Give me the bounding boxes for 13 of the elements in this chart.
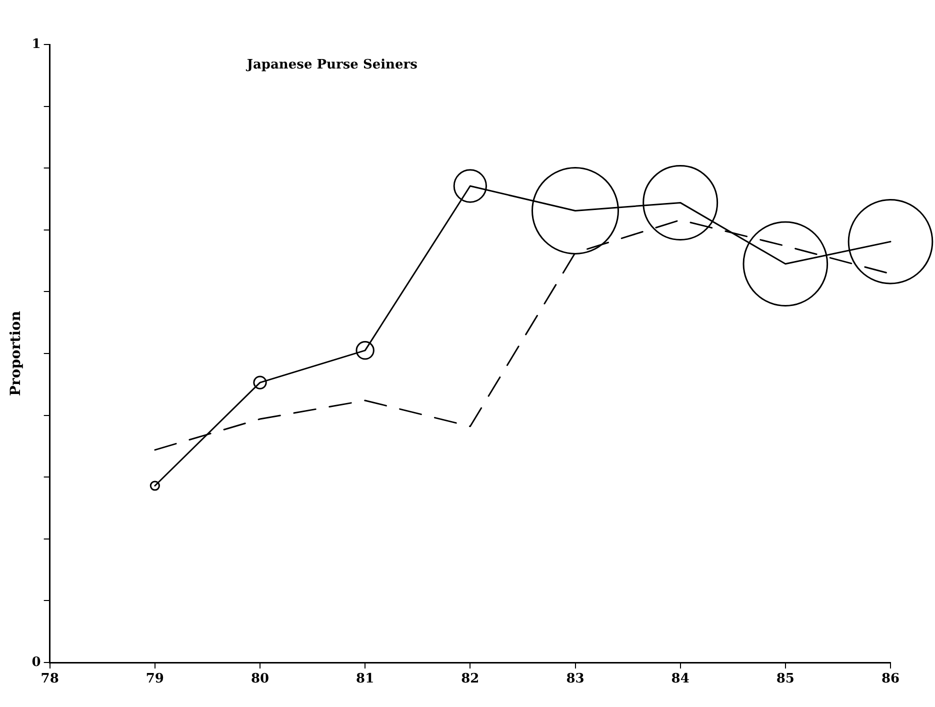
- x-tick-label: 80: [250, 672, 270, 687]
- x-tick-label: 84: [671, 672, 690, 687]
- x-tick-label: 79: [146, 672, 164, 687]
- x-tick-label: 81: [356, 672, 374, 687]
- x-tick-label: 86: [881, 672, 900, 687]
- x-tick-label: 83: [566, 672, 584, 687]
- x-tick-label: 85: [776, 672, 794, 687]
- y-axis-title: Proportion: [8, 310, 24, 396]
- y-tick-label: 1: [32, 36, 41, 52]
- x-tick-label: 82: [461, 672, 480, 687]
- y-tick-label: 0: [32, 654, 41, 670]
- text: Japanese Purse Seiners: [246, 57, 418, 72]
- x-tick-label: 78: [40, 672, 59, 687]
